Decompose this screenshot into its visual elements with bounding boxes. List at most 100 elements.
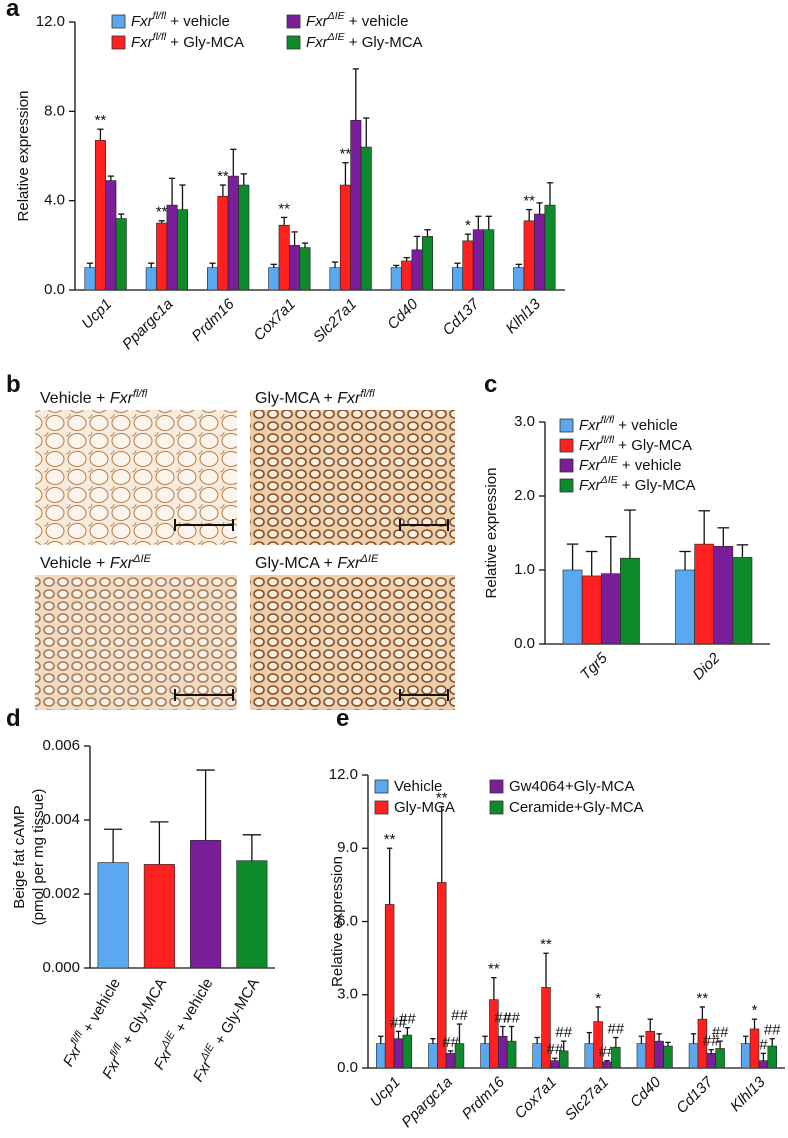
bar (339, 184, 351, 291)
x-tick-label: Ppargc1a (398, 1074, 455, 1131)
x-tick-label-part: + vehicle (170, 975, 217, 1039)
bar (207, 267, 219, 291)
y-tick-label: 8.0 (44, 102, 65, 119)
significance-label: ** (278, 200, 290, 217)
bar (390, 267, 402, 291)
legend-label: FxrΔIE + vehicle (306, 10, 408, 30)
bar (411, 249, 423, 291)
bar (620, 557, 640, 645)
x-tick-label: Dio2 (690, 649, 724, 683)
significance-label: * (595, 990, 601, 1007)
caption-part: Gly-MCA + (255, 390, 337, 407)
bar (268, 267, 280, 291)
y-tick-label: 0.002 (42, 885, 80, 902)
significance-label: ** (697, 990, 709, 1007)
bar (236, 860, 268, 969)
micrograph (250, 575, 455, 710)
bar (94, 140, 106, 291)
bar (523, 220, 535, 291)
bar (176, 209, 189, 291)
bar (393, 1038, 404, 1069)
bar (740, 1043, 751, 1069)
bar (97, 862, 129, 969)
legend-label: Fxrfl/fl + vehicle (131, 10, 230, 30)
legend-swatch (286, 14, 301, 29)
x-tick-label: Klhl13 (727, 1073, 769, 1115)
significance-label: ## (390, 1014, 407, 1031)
x-tick-label-part: + Gly-MCA (209, 975, 263, 1051)
bar (445, 1053, 456, 1069)
bar (428, 1043, 438, 1069)
x-tick-label: Slc27a1 (562, 1074, 612, 1124)
bar (156, 222, 168, 291)
legend-swatch (374, 800, 389, 815)
significance-label: ** (384, 831, 396, 848)
bar (506, 1040, 517, 1069)
legend-swatch (111, 14, 126, 29)
bar (384, 904, 395, 1069)
bar (421, 236, 434, 291)
significance-label: ** (156, 204, 168, 221)
scale-bars (174, 519, 449, 701)
bar (145, 267, 157, 291)
legend-label-part: Fxr (579, 437, 602, 454)
x-tick-label-part: Fxr (60, 1041, 86, 1069)
bar (227, 175, 239, 291)
panel-letter: d (6, 705, 21, 732)
y-axis-title-line: (pmol per mg tissue) (30, 789, 47, 926)
x-tick-label: Slc27a1 (310, 296, 360, 346)
x-tick-label: Cox7a1 (250, 296, 299, 345)
legend-label-part: ΔIE (327, 31, 346, 43)
caption-part: ΔIE (132, 553, 152, 565)
y-tick-label: 2.0 (514, 487, 535, 504)
significance-label: ## (555, 1024, 572, 1041)
bar (472, 229, 484, 291)
bar (663, 1045, 673, 1069)
bar (532, 1043, 542, 1069)
x-tick-label: Tgr5 (577, 649, 611, 683)
y-axis-title-line: Beige fat cAMP (11, 805, 28, 908)
bar (654, 1040, 664, 1069)
legend-label: Fxrfl/fl + Gly-MCA (579, 434, 692, 454)
bar (675, 569, 695, 645)
bar (550, 1060, 560, 1069)
x-tick-label-part: + vehicle (77, 975, 124, 1039)
x-tick-label: Ppargc1a (119, 296, 176, 353)
y-tick-label: 0.0 (44, 281, 65, 298)
bar (217, 195, 229, 291)
legend-label-part: + vehicle (166, 13, 230, 30)
panel-letter: b (6, 371, 21, 398)
bar (451, 267, 464, 291)
bar (713, 546, 734, 645)
y-tick-label: 3.0 (514, 413, 535, 430)
bar (402, 1034, 413, 1069)
x-tick-label: Cd137 (439, 295, 483, 339)
legend-label-part: ΔIE (600, 474, 619, 486)
x-tick-label: Prdm16 (189, 295, 239, 345)
legend-label: Gly-MCA (394, 799, 455, 816)
legend-label-part: + vehicle (614, 417, 678, 434)
legend-label-part: Fxr (579, 417, 602, 434)
micrograph (35, 410, 237, 545)
bar (329, 267, 341, 291)
x-tick-label: Klhl13 (503, 295, 545, 337)
micrograph (35, 575, 237, 710)
caption-part: Vehicle + (40, 555, 110, 572)
bar (749, 1028, 760, 1069)
legend-label-part: Fxr (131, 34, 154, 51)
y-tick-label: 12.0 (36, 13, 65, 30)
legend-label-part: Fxr (131, 13, 154, 30)
significance-label: ## (764, 1022, 781, 1039)
bar (454, 1043, 465, 1069)
bar (289, 245, 301, 291)
bar (688, 1043, 699, 1069)
bar (558, 1050, 569, 1069)
significance-label: ## (451, 1007, 468, 1024)
significance-label: ## (703, 1033, 720, 1050)
bar (376, 1043, 386, 1069)
legend-swatch (111, 35, 126, 50)
legend-swatch (559, 418, 574, 433)
bar (513, 267, 525, 291)
significance-label: # (759, 1036, 768, 1053)
